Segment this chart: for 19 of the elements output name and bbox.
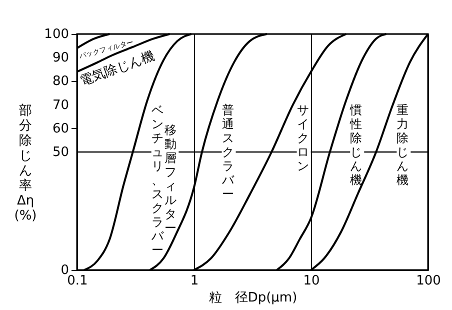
y-tick-label: 90 <box>52 50 69 66</box>
series-label: 重力除じん機 <box>396 102 409 187</box>
series-label: 普通スクラバー <box>220 102 235 201</box>
text: ベンチュリ、スクラバー <box>151 102 164 257</box>
y-tick-label: 70 <box>52 98 69 113</box>
x-tick-label: 10 <box>303 274 320 288</box>
y-tick-label: 100 <box>44 27 69 42</box>
y-axis-title: 部分除じん率 Δη (%) <box>14 104 37 224</box>
x-tick-label: 100 <box>416 274 441 288</box>
y-tick-label: 0 <box>60 263 69 278</box>
annotation: 移動層フィルター <box>164 122 177 235</box>
x-tick-label: 0.1 <box>67 274 88 288</box>
y-tick-label: 50 <box>52 145 69 160</box>
y-tick-label: 60 <box>52 121 69 136</box>
series-label: 慣性除じん機 <box>349 102 362 187</box>
x-tick-label: 1 <box>190 274 199 288</box>
x-axis-title: 粒 径Dp(μm) <box>208 290 298 306</box>
y-tick-label: 80 <box>52 74 69 90</box>
series-label: サイクロン <box>296 102 309 173</box>
